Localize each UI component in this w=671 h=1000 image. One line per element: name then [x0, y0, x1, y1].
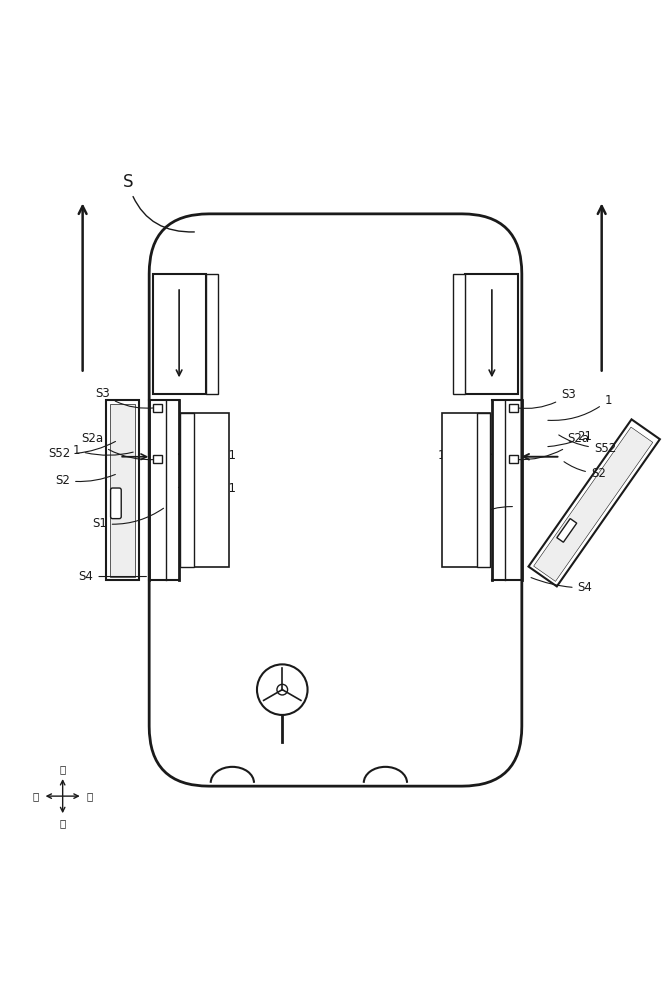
Bar — [181, 413, 229, 567]
Text: 21: 21 — [178, 482, 237, 495]
Text: S2a: S2a — [517, 432, 589, 460]
Text: S52: S52 — [559, 435, 616, 455]
Bar — [106, 400, 139, 580]
Text: S3: S3 — [517, 388, 576, 408]
Bar — [476, 413, 490, 567]
Bar — [206, 274, 217, 394]
Text: S2: S2 — [55, 474, 115, 487]
Text: 右: 右 — [33, 791, 39, 801]
Bar — [509, 404, 518, 412]
Text: S2a: S2a — [82, 432, 155, 460]
Text: 11: 11 — [178, 449, 237, 462]
Text: 后: 后 — [60, 765, 66, 775]
Circle shape — [257, 664, 307, 715]
Bar — [442, 413, 490, 567]
Text: 21: 21 — [548, 430, 592, 447]
Text: S2: S2 — [564, 462, 606, 480]
Bar — [454, 274, 465, 394]
Text: S4: S4 — [531, 578, 592, 594]
Text: S3: S3 — [95, 387, 155, 408]
Polygon shape — [529, 419, 660, 586]
Text: S52: S52 — [48, 441, 115, 460]
Circle shape — [277, 684, 288, 695]
FancyBboxPatch shape — [149, 214, 522, 786]
FancyBboxPatch shape — [111, 488, 121, 519]
Text: S: S — [123, 173, 195, 232]
Polygon shape — [533, 427, 653, 581]
Bar — [153, 455, 162, 463]
Text: 前: 前 — [60, 818, 66, 828]
Bar — [152, 274, 206, 394]
Text: S1: S1 — [454, 507, 513, 532]
Text: S1: S1 — [92, 508, 164, 530]
Bar — [465, 274, 519, 394]
Text: 1: 1 — [548, 394, 612, 420]
Text: 左: 左 — [86, 791, 93, 801]
Text: S4: S4 — [79, 570, 146, 583]
Bar — [509, 455, 518, 463]
Bar — [180, 413, 194, 567]
Text: 11: 11 — [437, 449, 493, 462]
Bar — [110, 404, 135, 577]
Text: 1: 1 — [72, 444, 133, 457]
Bar — [153, 404, 162, 412]
Polygon shape — [557, 519, 577, 542]
